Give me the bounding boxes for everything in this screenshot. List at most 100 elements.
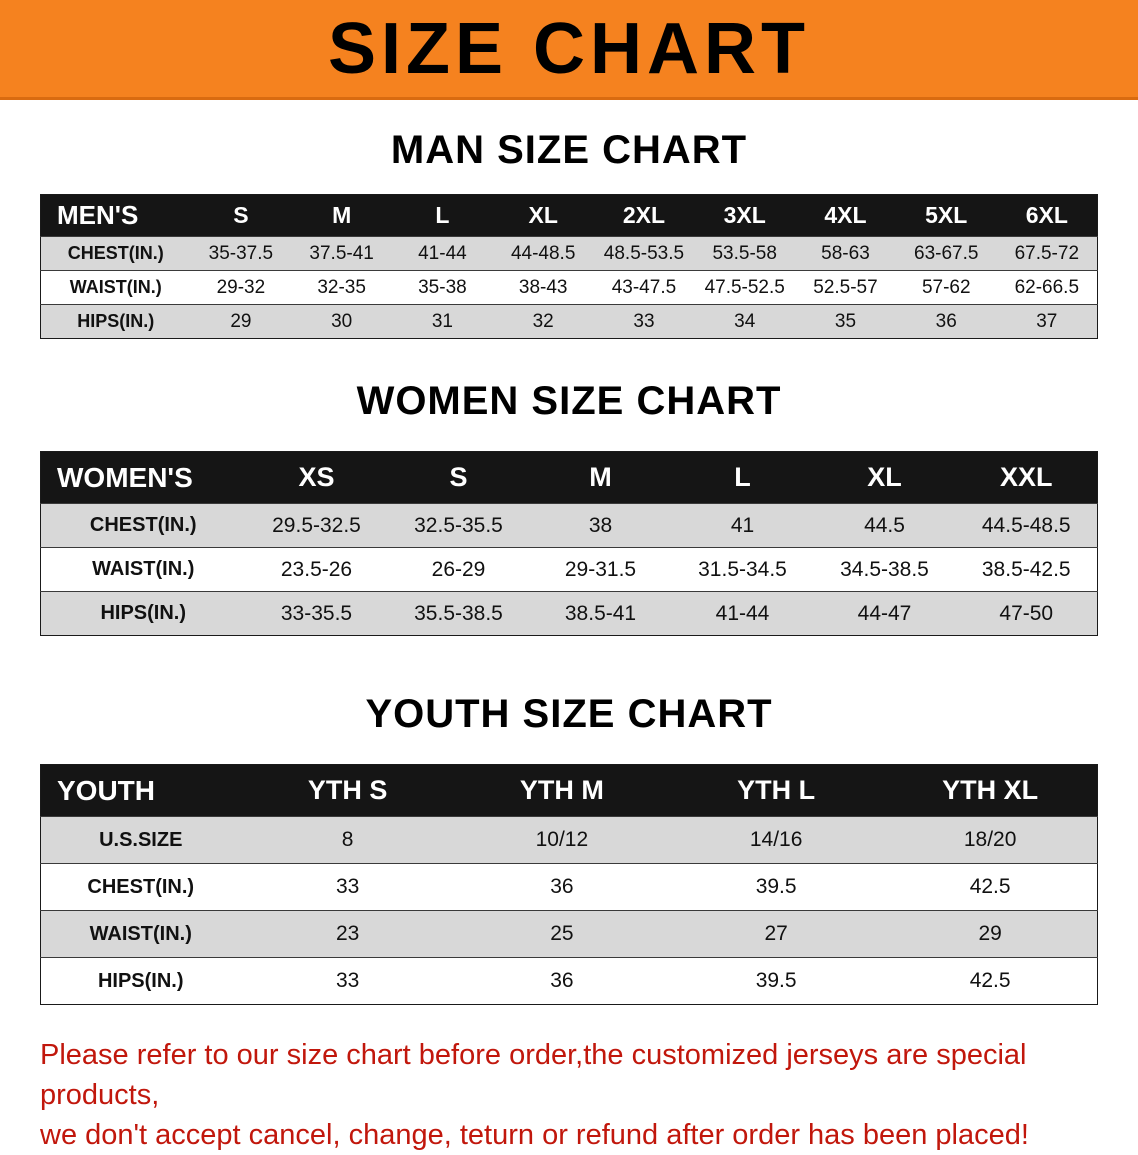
table-row: WAIST(IN.) 29-32 32-35 35-38 38-43 43-47.5 47.… [40, 270, 1098, 305]
size-value-cell: 26-29 [387, 547, 530, 592]
table-row: U.S.SIZE 8 10/12 14/16 18/20 [40, 816, 1098, 864]
row-label-cell: HIPS(IN.) [40, 957, 241, 1005]
men-section-heading: MAN SIZE CHART [390, 128, 748, 172]
table-title-cell: WOMEN'S [40, 451, 246, 504]
table-title-cell: MEN'S [40, 194, 191, 237]
size-header-cell: 5XL [895, 194, 997, 237]
size-value-cell: 44.5 [813, 503, 956, 548]
size-value-cell: 23.5-26 [245, 547, 388, 592]
size-value-cell: 23 [240, 910, 455, 958]
size-value-cell: 39.5 [669, 863, 884, 911]
row-label-cell: WAIST(IN.) [40, 547, 246, 592]
size-header-cell: YTH L [669, 764, 884, 817]
page-title: SIZE CHART [328, 8, 810, 89]
table-row: HIPS(IN.) 33 36 39.5 42.5 [40, 957, 1098, 1005]
size-value-cell: 32 [492, 304, 594, 339]
row-label-cell: HIPS(IN.) [40, 304, 191, 339]
row-label-cell: U.S.SIZE [40, 816, 241, 864]
notice-line-2: we don't accept cancel, change, teturn o… [40, 1119, 1029, 1152]
size-value-cell: 47.5-52.5 [694, 270, 796, 305]
size-header-cell: XL [813, 451, 956, 504]
size-value-cell: 29.5-32.5 [245, 503, 388, 548]
size-value-cell: 29-32 [190, 270, 292, 305]
youth-size-table: YOUTH YTH S YTH M YTH L YTH XL U.S.SIZE 8 10/12… [40, 764, 1098, 1005]
size-header-cell: M [529, 451, 672, 504]
size-header-cell: M [291, 194, 393, 237]
size-value-cell: 30 [291, 304, 393, 339]
size-value-cell: 44-48.5 [492, 236, 594, 271]
size-header-cell: XXL [955, 451, 1098, 504]
table-row: CHEST(IN.) 35-37.5 37.5-41 41-44 44-48.5 48.5… [40, 236, 1098, 271]
size-value-cell: 35-37.5 [190, 236, 292, 271]
size-value-cell: 34.5-38.5 [813, 547, 956, 592]
size-value-cell: 35-38 [392, 270, 493, 305]
size-value-cell: 31 [392, 304, 493, 339]
size-value-cell: 34 [694, 304, 796, 339]
notice-line-1: Please refer to our size chart before or… [40, 1039, 1027, 1112]
size-value-cell: 44-47 [813, 591, 956, 636]
table-header-row: MEN'S S M L XL 2XL 3XL 4XL 5XL 6XL [40, 194, 1098, 237]
size-value-cell: 33 [240, 863, 455, 911]
size-header-cell: 2XL [593, 194, 695, 237]
size-header-cell: 6XL [996, 194, 1098, 237]
size-value-cell: 29 [190, 304, 292, 339]
size-header-cell: 4XL [795, 194, 896, 237]
youth-section-heading: YOUTH SIZE CHART [365, 692, 773, 736]
row-label-cell: CHEST(IN.) [40, 863, 241, 911]
size-header-cell: S [387, 451, 530, 504]
size-value-cell: 18/20 [883, 816, 1098, 864]
size-value-cell: 38-43 [492, 270, 594, 305]
size-value-cell: 37.5-41 [291, 236, 393, 271]
size-value-cell: 36 [454, 957, 669, 1005]
size-value-cell: 36 [895, 304, 997, 339]
size-value-cell: 43-47.5 [593, 270, 695, 305]
size-value-cell: 47-50 [955, 591, 1098, 636]
row-label-cell: WAIST(IN.) [40, 270, 191, 305]
size-value-cell: 38.5-42.5 [955, 547, 1098, 592]
size-value-cell: 33 [593, 304, 695, 339]
table-header-row: YOUTH YTH S YTH M YTH L YTH XL [40, 764, 1098, 817]
size-value-cell: 37 [996, 304, 1098, 339]
size-value-cell: 33 [240, 957, 455, 1005]
table-row: HIPS(IN.) 29 30 31 32 33 34 35 36 37 [40, 304, 1098, 339]
size-header-cell: L [392, 194, 493, 237]
table-title-cell: YOUTH [40, 764, 241, 817]
size-value-cell: 52.5-57 [795, 270, 896, 305]
size-value-cell: 14/16 [669, 816, 884, 864]
size-value-cell: 38 [529, 503, 672, 548]
banner: SIZE CHART [0, 0, 1138, 100]
women-section-heading: WOMEN SIZE CHART [356, 379, 782, 423]
size-value-cell: 41-44 [392, 236, 493, 271]
row-label-cell: HIPS(IN.) [40, 591, 246, 636]
size-header-cell: S [190, 194, 292, 237]
youth-section: YOUTH SIZE CHART YOUTH YTH S YTH M YTH L YTH… [0, 692, 1138, 1005]
size-value-cell: 41-44 [671, 591, 814, 636]
size-value-cell: 58-63 [795, 236, 896, 271]
size-value-cell: 53.5-58 [694, 236, 796, 271]
size-value-cell: 32.5-35.5 [387, 503, 530, 548]
size-value-cell: 48.5-53.5 [593, 236, 695, 271]
footer-notice: Please refer to our size chart before or… [40, 1035, 1100, 1155]
size-value-cell: 39.5 [669, 957, 884, 1005]
women-section: WOMEN SIZE CHART WOMEN'S XS S M L XL XXL CHEST(… [0, 379, 1138, 636]
size-header-cell: L [671, 451, 814, 504]
size-header-cell: YTH S [240, 764, 455, 817]
size-value-cell: 38.5-41 [529, 591, 672, 636]
size-value-cell: 10/12 [454, 816, 669, 864]
table-row: CHEST(IN.) 29.5-32.5 32.5-35.5 38 41 44.5 44.5… [40, 503, 1098, 548]
table-row: HIPS(IN.) 33-35.5 35.5-38.5 38.5-41 41-44 44-… [40, 591, 1098, 636]
row-label-cell: CHEST(IN.) [40, 503, 246, 548]
women-size-table: WOMEN'S XS S M L XL XXL CHEST(IN.) 29.5-32.5 32.5… [40, 451, 1098, 636]
size-value-cell: 29-31.5 [529, 547, 672, 592]
size-value-cell: 67.5-72 [996, 236, 1098, 271]
size-header-cell: XS [245, 451, 388, 504]
size-value-cell: 57-62 [895, 270, 997, 305]
size-header-cell: YTH XL [883, 764, 1098, 817]
row-label-cell: WAIST(IN.) [40, 910, 241, 958]
table-row: WAIST(IN.) 23.5-26 26-29 29-31.5 31.5-34.5 34… [40, 547, 1098, 592]
size-value-cell: 27 [669, 910, 884, 958]
table-row: CHEST(IN.) 33 36 39.5 42.5 [40, 863, 1098, 911]
men-size-table: MEN'S S M L XL 2XL 3XL 4XL 5XL 6XL CHEST(IN.) 35-37… [40, 194, 1098, 339]
size-header-cell: 3XL [694, 194, 796, 237]
